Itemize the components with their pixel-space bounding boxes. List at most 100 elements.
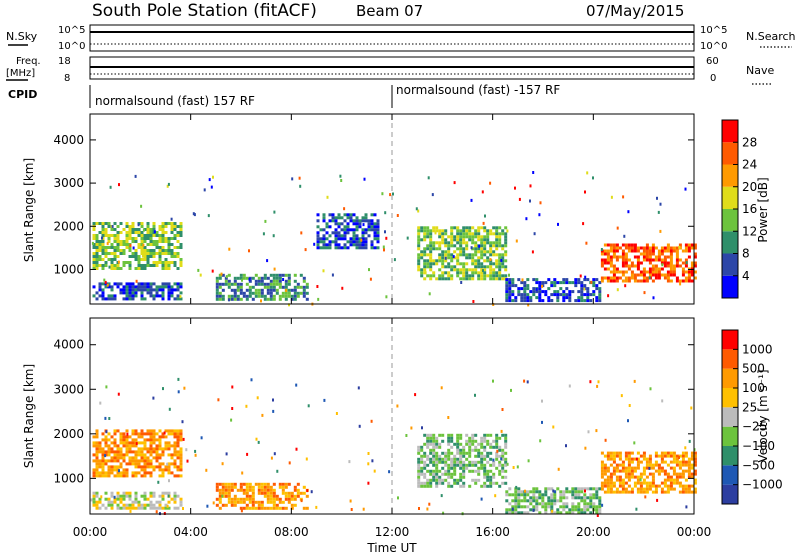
- heatmap-cell: [621, 249, 625, 253]
- heatmap-cell: [541, 502, 545, 506]
- heatmap-cell: [580, 284, 584, 288]
- heatmap-cell: [462, 247, 466, 251]
- heatmap-cell: [483, 436, 487, 440]
- heatmap-cell: [221, 482, 225, 486]
- scatter-cell: [118, 183, 120, 187]
- heatmap-cell: [477, 442, 481, 446]
- heatmap-cell: [316, 231, 320, 235]
- heatmap-cell: [438, 442, 442, 446]
- heatmap-cell: [639, 454, 643, 458]
- heatmap-cell: [577, 505, 581, 509]
- heatmap-cell: [615, 270, 619, 274]
- heatmap-cell: [278, 482, 282, 486]
- scatter-cell: [298, 176, 301, 180]
- heatmap-cell: [678, 454, 682, 458]
- heatmap-cell: [498, 256, 502, 260]
- scatter-cell: [370, 419, 373, 423]
- heatmap-cell: [152, 450, 156, 454]
- heatmap-cell: [263, 273, 267, 277]
- heatmap-cell: [447, 244, 451, 248]
- heatmap-cell: [137, 243, 141, 246]
- heatmap-cell: [110, 258, 114, 261]
- freq-tick-low: 8: [64, 73, 70, 84]
- heatmap-cell: [639, 460, 643, 464]
- heatmap-cell: [119, 494, 123, 498]
- heatmap-cell: [426, 226, 430, 230]
- heatmap-cell: [621, 469, 625, 473]
- heatmap-cell: [630, 460, 634, 464]
- heatmap-cell: [456, 262, 460, 266]
- scatter-cell: [129, 509, 132, 513]
- heatmap-cell: [134, 471, 138, 475]
- scatter-cell: [129, 244, 132, 247]
- heatmap-cell: [417, 259, 421, 263]
- scatter-cell: [264, 219, 267, 223]
- heatmap-cell: [438, 229, 442, 233]
- heatmap-cell: [257, 485, 261, 489]
- heatmap-cell: [580, 287, 584, 291]
- y-tick-label: 2000: [53, 427, 84, 441]
- heatmap-cell: [167, 444, 171, 448]
- heatmap-cell: [648, 457, 652, 461]
- heatmap-cell: [257, 482, 261, 486]
- heatmap-cell: [456, 448, 460, 452]
- heatmap-cell: [663, 472, 667, 476]
- heatmap-cell: [526, 287, 530, 291]
- heatmap-cell: [603, 249, 607, 253]
- heatmap-cell: [456, 457, 460, 461]
- heatmap-cell: [520, 499, 524, 503]
- heatmap-cell: [176, 282, 180, 286]
- heatmap-cell: [176, 456, 180, 460]
- heatmap-cell: [92, 468, 96, 472]
- heatmap-cell: [116, 447, 120, 451]
- heatmap-cell: [119, 291, 123, 295]
- x-tick-label: 16:00: [475, 525, 510, 539]
- heatmap-cell: [471, 247, 475, 251]
- heatmap-cell: [167, 288, 171, 292]
- heatmap-cell: [287, 494, 291, 498]
- heatmap-cell: [693, 261, 697, 265]
- heatmap-cell: [535, 490, 539, 494]
- heatmap-cell: [101, 465, 105, 469]
- heatmap-cell: [612, 451, 616, 455]
- heatmap-cell: [95, 252, 99, 255]
- heatmap-cell: [143, 474, 147, 478]
- heatmap-cell: [544, 490, 548, 494]
- heatmap-cell: [134, 450, 138, 454]
- heatmap-cell: [131, 252, 135, 255]
- heatmap-cell: [423, 433, 427, 437]
- heatmap-cell: [176, 246, 180, 249]
- heatmap-cell: [423, 232, 427, 236]
- heatmap-cell: [681, 267, 685, 271]
- heatmap-cell: [149, 435, 153, 439]
- heatmap-cell: [580, 499, 584, 503]
- heatmap-cell: [149, 255, 153, 258]
- heatmap-cell: [675, 258, 679, 262]
- heatmap-cell: [221, 288, 225, 292]
- heatmap-cell: [675, 478, 679, 482]
- heatmap-cell: [134, 228, 138, 231]
- heatmap-cell: [137, 462, 141, 466]
- heatmap-cell: [152, 468, 156, 472]
- heatmap-cell: [672, 478, 676, 482]
- heatmap-cell: [501, 454, 505, 458]
- heatmap-cell: [113, 297, 117, 301]
- heatmap-cell: [477, 265, 481, 269]
- heatmap-cell: [618, 246, 622, 250]
- heatmap-cell: [483, 235, 487, 239]
- heatmap-cell: [149, 474, 153, 478]
- heatmap-cell: [128, 285, 132, 289]
- heatmap-cell: [173, 255, 177, 258]
- heatmap-cell: [284, 497, 288, 501]
- heatmap-cell: [684, 487, 688, 491]
- heatmap-cell: [687, 243, 691, 247]
- heatmap-cell: [642, 279, 646, 283]
- heatmap-cell: [429, 484, 433, 488]
- heatmap-cell: [459, 253, 463, 257]
- heatmap-cell: [693, 463, 697, 467]
- heatmap-cell: [441, 277, 445, 281]
- heatmap-cell: [666, 255, 670, 259]
- heatmap-cell: [128, 450, 132, 454]
- heatmap-cell: [266, 297, 270, 301]
- heatmap-cell: [654, 255, 658, 259]
